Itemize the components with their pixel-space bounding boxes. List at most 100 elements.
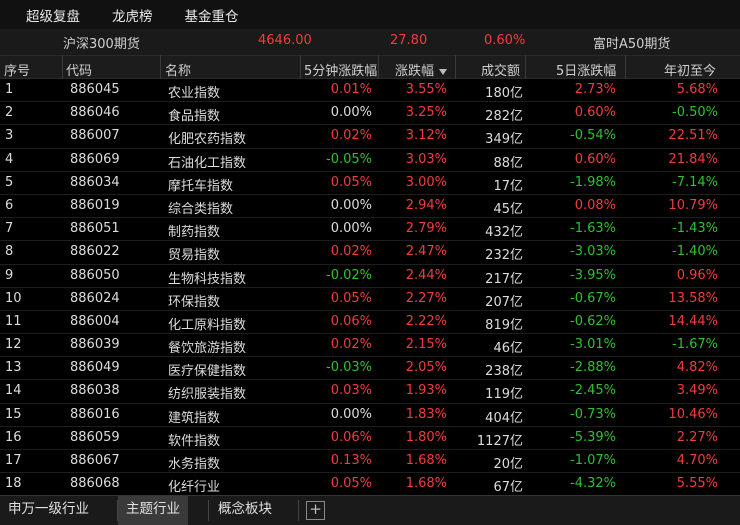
row-ytd: -1.67% xyxy=(672,337,718,353)
row-ytd: 3.49% xyxy=(676,383,718,399)
row-index: 15 xyxy=(5,406,22,422)
col-idx[interactable]: 序号 xyxy=(4,64,31,79)
table-row[interactable]: 11 886004 化工原料指数 0.06% 2.22% 819亿 -0.62% 14.44% xyxy=(0,311,740,335)
row-ytd: 2.27% xyxy=(676,429,718,445)
col-code[interactable]: 代码 xyxy=(66,64,93,79)
table-row[interactable]: 18 886068 化纤行业 0.05% 1.68% 67亿 -4.32% 5.55% xyxy=(0,473,740,497)
row-5min-change: 0.05% xyxy=(330,476,372,492)
col-5day-change[interactable]: 5日涨跌幅 xyxy=(556,64,617,79)
table-row[interactable]: 3 886007 化肥农药指数 0.02% 3.12% 349亿 -0.54% 22.51% xyxy=(0,125,740,149)
col-ytd[interactable]: 年初至今 xyxy=(664,64,717,79)
ticker-a50[interactable]: 富时A50期货 xyxy=(593,37,671,52)
row-5min-change: 0.01% xyxy=(330,82,372,97)
row-change: 2.15% xyxy=(405,337,447,353)
table-row[interactable]: 16 886059 软件指数 0.06% 1.80% 1127亿 -5.39% 2.27% xyxy=(0,427,740,450)
table-body: 1 886045 农业指数 0.01% 3.55% 180亿 2.73% 5.68% 2 8860… xyxy=(0,79,740,497)
row-name: 化工原料指数 xyxy=(168,317,247,333)
table-row[interactable]: 13 886049 医疗保健指数 -0.03% 2.05% 238亿 -2.88% 4.82% xyxy=(0,357,740,381)
row-volume: 404亿 xyxy=(485,410,523,426)
header-divider xyxy=(378,55,379,79)
row-volume: 819亿 xyxy=(485,317,523,333)
row-code: 886049 xyxy=(70,360,120,376)
row-code: 886045 xyxy=(70,82,120,97)
table-row[interactable]: 1 886045 农业指数 0.01% 3.55% 180亿 2.73% 5.68% xyxy=(0,79,740,103)
row-code: 886016 xyxy=(70,406,120,422)
header-divider xyxy=(300,55,301,79)
row-ytd: 21.84% xyxy=(668,151,718,167)
row-volume: 20亿 xyxy=(493,457,523,472)
row-index: 17 xyxy=(5,453,22,468)
table-header: 序号 代码 名称 5分钟涨跌幅 涨跌幅 成交额 5日涨跌幅 年初至今 xyxy=(0,55,740,79)
row-change: 1.80% xyxy=(405,429,447,445)
row-code: 886007 xyxy=(70,128,120,144)
row-5day-change: -2.45% xyxy=(570,383,616,399)
row-ytd: 4.70% xyxy=(676,453,718,468)
row-5min-change: 0.03% xyxy=(330,383,372,399)
row-ytd: 5.68% xyxy=(676,82,718,97)
add-tab-button[interactable]: + xyxy=(306,501,325,520)
row-5day-change: -4.32% xyxy=(570,476,616,492)
col-5min-change[interactable]: 5分钟涨跌幅 xyxy=(304,64,378,79)
row-name: 石油化工指数 xyxy=(168,155,247,171)
row-change: 2.79% xyxy=(405,221,447,237)
nav-dragon-tiger[interactable]: 龙虎榜 xyxy=(112,8,153,25)
row-name: 化纤行业 xyxy=(168,480,221,496)
row-volume: 207亿 xyxy=(485,294,523,310)
table-row[interactable]: 10 886024 环保指数 0.05% 2.27% 207亿 -0.67% 13.58% xyxy=(0,288,740,311)
table-row[interactable]: 5 886034 摩托车指数 0.05% 3.00% 17亿 -1.98% -7.14% xyxy=(0,172,740,195)
futures-ticker: 沪深300期货 4646.00 27.80 0.60% 富时A50期货 xyxy=(0,29,740,55)
ticker-pct: 0.60% xyxy=(484,33,526,48)
table-row[interactable]: 14 886038 纺织服装指数 0.03% 1.93% 119亿 -2.45% 3.49% xyxy=(0,380,740,404)
row-index: 3 xyxy=(5,128,14,144)
row-5min-change: 0.05% xyxy=(330,174,372,190)
row-5day-change: -0.54% xyxy=(570,128,616,144)
row-5day-change: 2.73% xyxy=(574,82,616,97)
col-name[interactable]: 名称 xyxy=(165,64,192,79)
row-5day-change: -1.98% xyxy=(570,174,616,190)
ticker-change: 27.80 xyxy=(390,33,428,48)
row-code: 886068 xyxy=(70,476,120,492)
row-ytd: 14.44% xyxy=(668,313,718,329)
row-5min-change: 0.00% xyxy=(330,221,372,237)
tab-concept-board[interactable]: 概念板块 xyxy=(218,501,272,517)
bottom-tabbar: 申万一级行业 主题行业 概念板块 + xyxy=(0,495,740,525)
row-change: 2.27% xyxy=(405,290,447,306)
top-nav: 超级复盘 龙虎榜 基金重仓 xyxy=(0,0,740,29)
nav-fund-holdings[interactable]: 基金重仓 xyxy=(184,8,239,25)
table-row[interactable]: 6 886019 综合类指数 0.00% 2.94% 45亿 0.08% 10.79% xyxy=(0,195,740,219)
table-row[interactable]: 15 886016 建筑指数 0.00% 1.83% 404亿 -0.73% 10.46% xyxy=(0,404,740,427)
table-row[interactable]: 9 886050 生物科技指数 -0.02% 2.44% 217亿 -3.95% 0.96% xyxy=(0,265,740,288)
table-row[interactable]: 2 886046 食品指数 0.00% 3.25% 282亿 0.60% -0.50% xyxy=(0,102,740,126)
row-change: 3.25% xyxy=(405,105,447,121)
row-volume: 238亿 xyxy=(485,364,523,380)
row-index: 11 xyxy=(5,313,22,329)
table-row[interactable]: 4 886069 石油化工指数 -0.05% 3.03% 88亿 0.60% 21.84% xyxy=(0,149,740,172)
row-5min-change: 0.02% xyxy=(330,128,372,144)
table-row[interactable]: 7 886051 制药指数 0.00% 2.79% 432亿 -1.63% -1.43% xyxy=(0,218,740,242)
row-5day-change: -1.07% xyxy=(570,453,616,468)
row-name: 贸易指数 xyxy=(168,248,221,264)
row-volume: 67亿 xyxy=(493,480,523,496)
row-ytd: -7.14% xyxy=(672,174,718,190)
col-volume[interactable]: 成交额 xyxy=(481,64,521,79)
row-volume: 217亿 xyxy=(485,271,523,287)
table-row[interactable]: 17 886067 水务指数 0.13% 1.68% 20亿 -1.07% 4.70% xyxy=(0,450,740,474)
row-5day-change: -3.95% xyxy=(570,267,616,283)
row-index: 12 xyxy=(5,337,22,353)
row-index: 18 xyxy=(5,476,22,492)
nav-super-review[interactable]: 超级复盘 xyxy=(26,8,80,25)
table-row[interactable]: 8 886022 贸易指数 0.02% 2.47% 232亿 -3.03% -1.40% xyxy=(0,241,740,265)
row-name: 化肥农药指数 xyxy=(168,132,247,148)
row-5day-change: -0.73% xyxy=(570,406,616,422)
tab-sw-industry[interactable]: 申万一级行业 xyxy=(8,501,89,517)
tab-divider xyxy=(298,500,299,521)
row-index: 6 xyxy=(5,197,14,213)
col-change[interactable]: 涨跌幅 xyxy=(395,60,448,79)
ticker-name[interactable]: 沪深300期货 xyxy=(63,37,140,52)
row-5day-change: 0.08% xyxy=(574,197,616,213)
row-5min-change: 0.06% xyxy=(330,429,372,445)
table-row[interactable]: 12 886039 餐饮旅游指数 0.02% 2.15% 46亿 -3.01% -1.67% xyxy=(0,334,740,358)
row-5min-change: 0.02% xyxy=(330,337,372,353)
row-ytd: -1.43% xyxy=(672,221,718,237)
tab-theme-industry[interactable]: 主题行业 xyxy=(118,496,188,525)
